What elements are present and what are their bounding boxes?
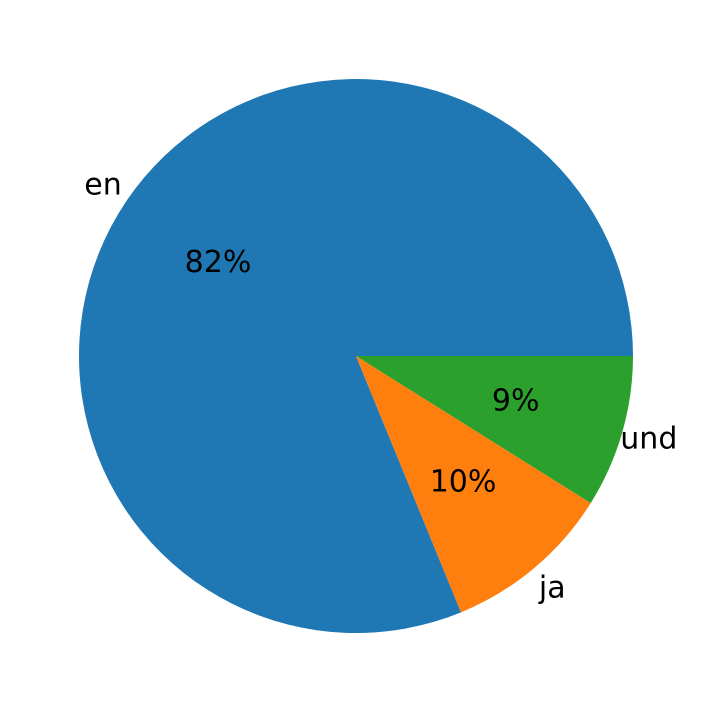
pie-slice [356, 356, 633, 504]
pie-slice [356, 356, 591, 613]
slice-label: und [620, 422, 677, 457]
slice-label: en [84, 168, 121, 203]
value-label: 10% [430, 465, 497, 500]
value-label: 9% [492, 383, 540, 418]
slice-label: ja [538, 571, 566, 606]
value-label: 82% [185, 245, 252, 280]
